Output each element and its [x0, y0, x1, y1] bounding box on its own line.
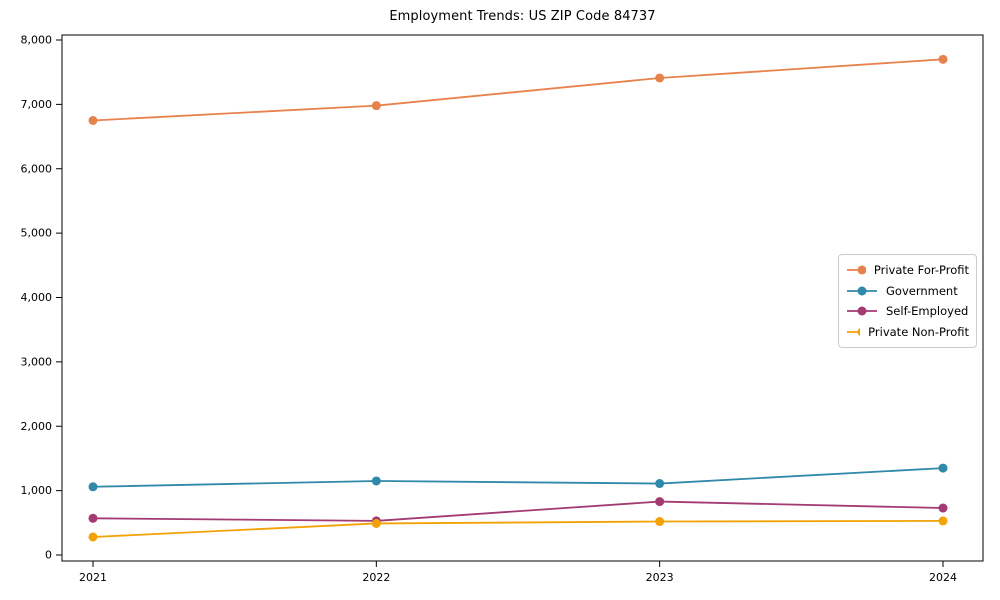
chart-title: Employment Trends: US ZIP Code 84737 [389, 9, 656, 24]
legend-item-self-employed: Self-Employed [846, 303, 969, 319]
legend-swatch-private-non-profit [847, 327, 861, 336]
y-tick-label: 5,000 [21, 227, 53, 240]
legend-swatch-private-for-profit [847, 265, 866, 275]
legend-item-government: Government [846, 283, 969, 299]
y-tick-label: 3,000 [21, 355, 53, 368]
data-point-self-employed-2023 [655, 497, 665, 507]
data-point-government-2023 [655, 479, 665, 489]
plot-spines [61, 34, 984, 562]
x-tick-label: 2022 [362, 571, 390, 584]
y-tick-label: 6,000 [21, 162, 53, 175]
legend-swatch-government [847, 286, 877, 296]
data-point-private-for-profit-2021 [88, 115, 98, 125]
data-point-private-non-profit-2022 [371, 518, 381, 528]
legend-label-self-employed: Self-Employed [886, 304, 969, 319]
legend-swatch-self-employed [847, 306, 877, 316]
data-point-private-non-profit-2023 [655, 517, 665, 527]
data-point-private-for-profit-2023 [655, 73, 665, 83]
line-series-private-for-profit [92, 58, 944, 122]
legend: Private For-Profit Government Self-Employe… [838, 254, 977, 348]
data-point-private-non-profit-2021 [88, 532, 98, 542]
y-tick-label: 1,000 [21, 484, 53, 497]
data-point-private-for-profit-2022 [371, 101, 381, 111]
data-point-private-non-profit-2024 [938, 516, 948, 526]
y-tick-label: 7,000 [21, 98, 53, 111]
line-series-self-employed [92, 500, 944, 522]
legend-label-government: Government [886, 283, 958, 298]
legend-item-private-non-profit: Private Non-Profit [846, 324, 969, 340]
x-tick-label: 2021 [79, 571, 107, 584]
data-point-self-employed-2021 [88, 513, 98, 523]
data-point-self-employed-2024 [938, 503, 948, 513]
line-series-government [92, 467, 944, 488]
y-tick-label: 4,000 [21, 291, 53, 304]
data-point-government-2022 [371, 476, 381, 486]
y-tick-label: 2,000 [21, 420, 53, 433]
line-series-private-non-profit [92, 519, 944, 538]
data-point-government-2024 [938, 463, 948, 473]
legend-label-private-for-profit: Private For-Profit [873, 263, 969, 278]
data-point-private-for-profit-2024 [938, 54, 948, 64]
legend-item-private-for-profit: Private For-Profit [846, 262, 969, 278]
x-tick-label: 2023 [646, 571, 674, 584]
y-tick-label: 8,000 [21, 34, 53, 47]
x-tick-label: 2024 [929, 571, 957, 584]
legend-label-private-non-profit: Private Non-Profit [868, 324, 969, 339]
y-tick-label: 0 [45, 549, 52, 562]
data-point-government-2021 [88, 482, 98, 492]
